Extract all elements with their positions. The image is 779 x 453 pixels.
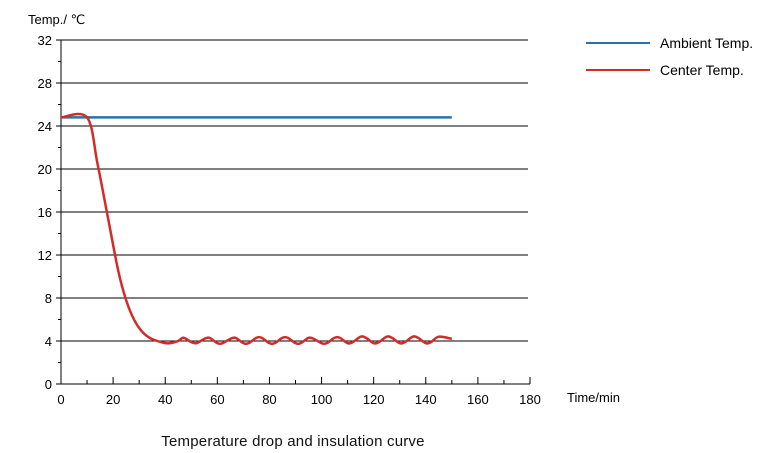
legend-ambient-label: Ambient Temp. <box>660 35 753 51</box>
y-axis-label: Temp./ ℃ <box>28 12 85 27</box>
x-tick-label: 100 <box>311 392 333 407</box>
y-tick-label: 8 <box>45 291 52 306</box>
legend: Ambient Temp. Center Temp. <box>586 35 753 78</box>
x-tick-label: 160 <box>467 392 489 407</box>
y-tick-label: 24 <box>38 119 52 134</box>
y-tick-label: 4 <box>45 334 52 349</box>
x-tick-label: 120 <box>363 392 385 407</box>
x-tick-label: 0 <box>57 392 64 407</box>
series <box>60 112 453 346</box>
y-tick-label: 20 <box>38 162 52 177</box>
chart-caption: Temperature drop and insulation curve <box>161 433 424 450</box>
y-tick-label: 16 <box>38 205 52 220</box>
y-tick-label: 0 <box>45 377 52 392</box>
x-tick-label: 140 <box>415 392 437 407</box>
y-tick-label: 28 <box>38 76 52 91</box>
legend-center-label: Center Temp. <box>660 62 744 78</box>
y-tick-label: 32 <box>38 33 52 48</box>
x-axis-label: Time/min <box>567 390 620 405</box>
x-tick-label: 40 <box>158 392 172 407</box>
x-tick-label: 60 <box>210 392 224 407</box>
grid-lines <box>61 39 528 342</box>
x-tick-label: 180 <box>519 392 541 407</box>
x-tick-label: 20 <box>106 392 120 407</box>
series-line-center-temp <box>60 112 453 346</box>
y-tick-label: 12 <box>38 248 52 263</box>
ticks: 0 4 8 12 16 20 24 28 32 0 20 40 60 80 100 120 140 160 180 <box>38 33 541 407</box>
x-tick-label: 80 <box>262 392 276 407</box>
